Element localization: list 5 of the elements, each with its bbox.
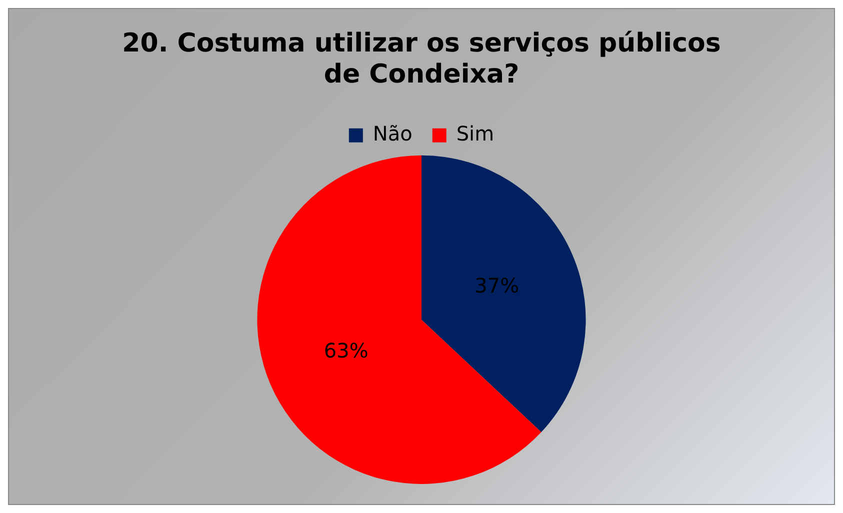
chart-title: 20. Costuma utilizar os serviços públicos de Condeixa? — [122, 28, 721, 90]
legend-label: Sim — [456, 122, 494, 146]
data-label: 37% — [474, 273, 520, 298]
data-label: 63% — [324, 338, 368, 363]
legend-label: Não — [372, 122, 412, 146]
